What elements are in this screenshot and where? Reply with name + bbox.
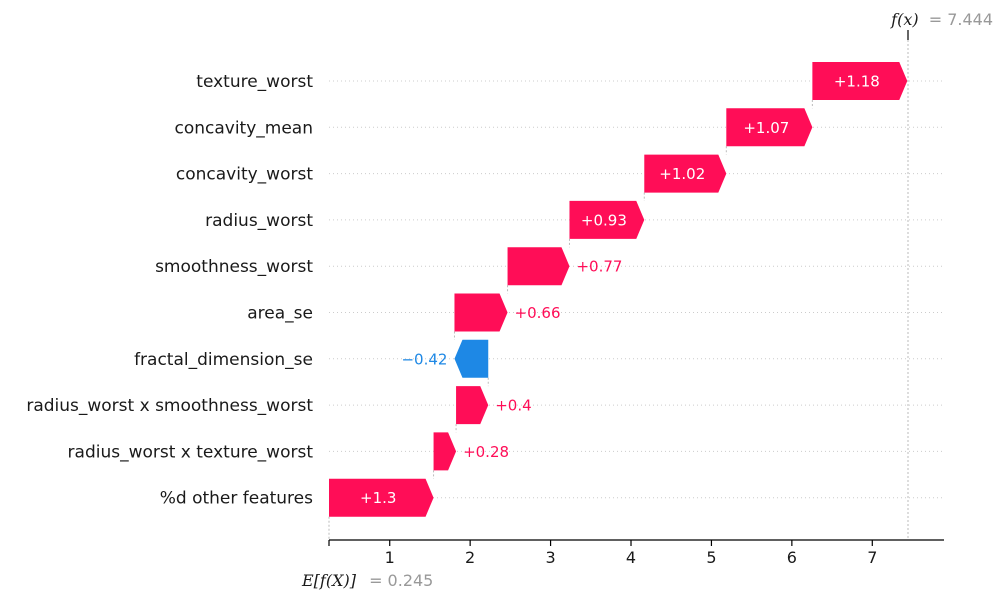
x-axis: 1 2 3 4 5 6 7 (328, 539, 944, 567)
annotations: f(x) = 7.444 E[f(X)] = 0.245 (301, 10, 993, 590)
fx-annotation: f(x) = 7.444 (890, 10, 993, 29)
fx-value: = 7.444 (929, 10, 993, 29)
x-tick-label: 7 (867, 548, 877, 567)
ex-annotation: E[f(X)] = 0.245 (301, 571, 433, 590)
bar-value-label: +0.28 (463, 443, 509, 461)
waterfall-bar (812, 62, 908, 100)
waterfall-bar (454, 293, 508, 332)
waterfall-bar (507, 247, 570, 286)
feature-label: area_se (247, 304, 313, 324)
feature-label: smoothness_worst (155, 257, 313, 277)
x-tick-label: 1 (385, 548, 395, 567)
bar-value-label: +0.4 (495, 397, 531, 415)
bar-value-label: +1.07 (743, 119, 789, 137)
bar-value-label: +1.3 (360, 489, 396, 507)
bar-value-label: +0.93 (581, 211, 627, 229)
bar-value-label: +1.18 (834, 73, 880, 91)
feature-label: texture_worst (196, 72, 313, 92)
feature-label: radius_worst (205, 211, 313, 231)
feature-label: fractal_dimension_se (134, 350, 313, 370)
bar-value-label: +1.02 (659, 165, 705, 183)
fx-label: f(x) (890, 10, 918, 29)
waterfall-bar (644, 154, 727, 193)
feature-label: %d other features (160, 489, 313, 509)
waterfall-bar (456, 386, 489, 425)
feature-labels: texture_worst concavity_mean concavity_wor… (26, 72, 313, 509)
feature-label: radius_worst x texture_worst (68, 442, 314, 462)
waterfall-bar (569, 200, 645, 239)
bars: +1.18 +1.07 +1.02 +0.93 +0.77 +0.66 −0.42 +0.4 +… (329, 62, 908, 517)
ex-label: E[f(X)] (301, 571, 357, 590)
feature-label: concavity_mean (174, 118, 313, 138)
feature-label: concavity_worst (176, 165, 313, 185)
ex-value: = 0.245 (369, 571, 433, 590)
x-tick-label: 6 (787, 548, 797, 567)
bar-value-label: +0.66 (515, 304, 561, 322)
gridlines (328, 30, 944, 540)
bar-value-label: +0.77 (576, 258, 622, 276)
x-tick-label: 4 (626, 548, 636, 567)
feature-label: radius_worst x smoothness_worst (26, 396, 313, 416)
x-tick-label: 5 (706, 548, 716, 567)
waterfall-bar (329, 478, 434, 517)
waterfall-bar (726, 108, 813, 147)
x-tick-label: 3 (545, 548, 555, 567)
x-tick-label: 2 (465, 548, 475, 567)
bar-value-label: −0.42 (401, 350, 447, 368)
waterfall-bar (433, 432, 457, 471)
waterfall-bar (454, 339, 489, 378)
